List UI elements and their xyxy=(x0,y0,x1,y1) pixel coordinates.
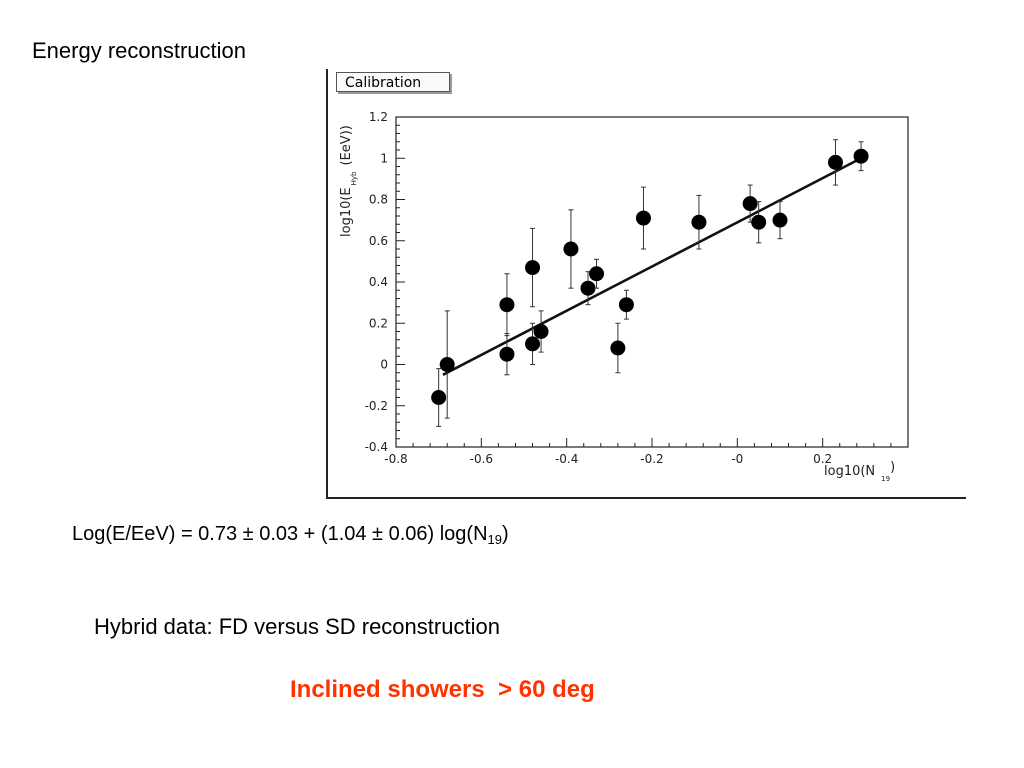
fit-line xyxy=(442,157,862,376)
highlight-note: Inclined showers > 60 deg xyxy=(290,676,595,703)
y-tick-label: -0.4 xyxy=(365,440,388,454)
y-tick-label: 0 xyxy=(380,358,388,372)
data-point xyxy=(589,266,605,282)
chart-title: Calibration xyxy=(336,72,450,92)
fit-formula: Log(E/EeV) = 0.73 ± 0.03 + (1.04 ± 0.06)… xyxy=(72,523,509,547)
data-point xyxy=(853,148,869,164)
data-point xyxy=(563,241,579,257)
x-tick-label: -0.6 xyxy=(470,452,493,466)
chart-panel: -0.8 -0.6 -0.4 -0.2 -0 0.2 -0.4 -0.2 0 0.2 0.4 0.6 0… xyxy=(326,69,966,499)
data-point xyxy=(499,346,515,362)
data-point xyxy=(533,324,549,339)
data-point xyxy=(610,340,626,356)
x-axis-label: log10(N 19) xyxy=(824,460,895,483)
y-tick-label: 0.4 xyxy=(369,275,388,289)
y-tick-label: 1.2 xyxy=(369,110,388,124)
data-point xyxy=(691,214,707,230)
calibration-chart: -0.8 -0.6 -0.4 -0.2 -0 0.2 -0.4 -0.2 0 0.2 0.4 0.6 0… xyxy=(339,110,909,483)
data-point xyxy=(499,297,515,313)
y-tick-label: 0.6 xyxy=(369,234,388,248)
slide-heading: Energy reconstruction xyxy=(32,38,246,63)
data-caption: Hybrid data: FD versus SD reconstruction xyxy=(94,614,500,639)
x-tick-label: 0.2 xyxy=(813,452,832,466)
data-point xyxy=(751,214,767,230)
y-tick-label: -0.2 xyxy=(365,399,388,413)
y-tick-label: 0.8 xyxy=(369,193,388,207)
x-tick-label: -0.8 xyxy=(384,452,407,466)
fit-formula-subscript: 19 xyxy=(487,532,502,547)
x-tick-label: -0.4 xyxy=(555,452,578,466)
fit-formula-main: Log(E/EeV) = 0.73 ± 0.03 + (1.04 ± 0.06)… xyxy=(72,523,488,545)
data-point xyxy=(439,357,455,372)
y-axis-label: log10(EHyb(EeV)) xyxy=(339,125,358,237)
data-point xyxy=(618,297,634,313)
data-point xyxy=(772,212,788,228)
data-point xyxy=(827,154,843,170)
data-point xyxy=(635,210,651,226)
data-point xyxy=(431,390,447,405)
data-point xyxy=(580,280,596,296)
data-point xyxy=(742,196,758,212)
x-tick-label: -0 xyxy=(731,452,743,466)
y-tick-label: 1 xyxy=(380,151,388,165)
x-tick-label: -0.2 xyxy=(640,452,663,466)
data-point xyxy=(525,260,541,276)
data-point xyxy=(525,336,541,352)
fit-formula-close: ) xyxy=(502,523,509,545)
y-tick-label: 0.2 xyxy=(369,316,388,330)
